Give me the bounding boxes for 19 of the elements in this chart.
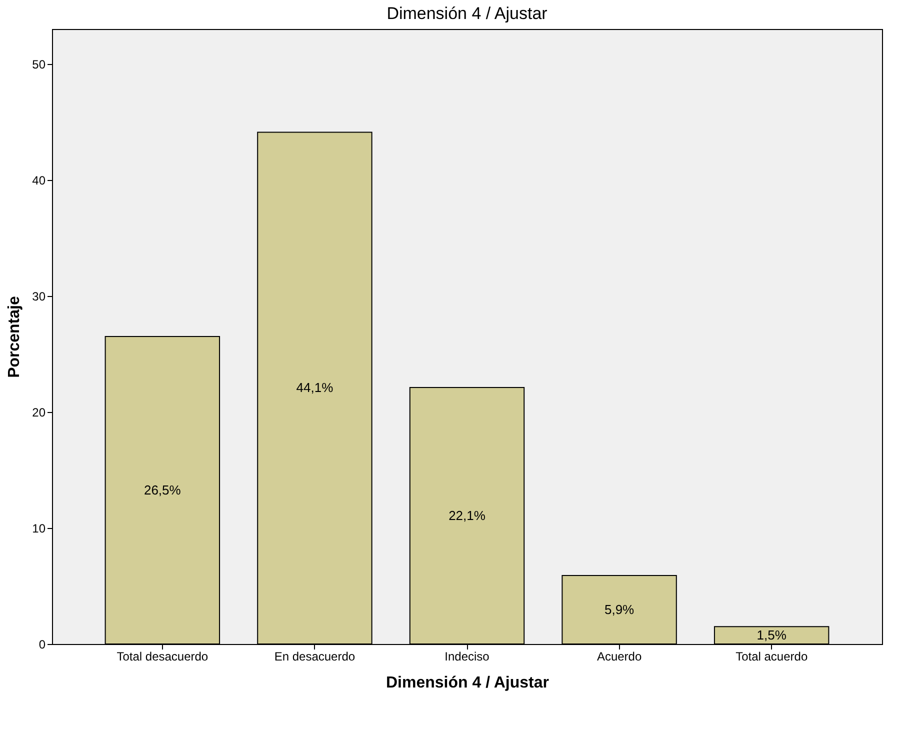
y-tick-label: 10: [32, 521, 46, 536]
y-tick-label: 40: [32, 173, 46, 188]
y-tick-label: 50: [32, 57, 46, 72]
y-tick-label: 30: [32, 289, 46, 304]
data-label: 1,5%: [756, 627, 787, 642]
x-tick-label: Acuerdo: [596, 650, 642, 664]
y-axis-title: Porcentaje: [6, 296, 24, 378]
y-tick-label: 20: [32, 405, 46, 420]
x-tick-label: Total desacuerdo: [116, 650, 208, 664]
x-tick-label: Total acuerdo: [736, 650, 808, 664]
chart-title: Dimensión 4 / Ajustar: [386, 4, 548, 23]
x-tick-label: Indeciso: [444, 650, 490, 664]
x-tick-label: En desacuerdo: [274, 650, 356, 664]
data-label: 44,1%: [296, 380, 334, 396]
data-label: 5,9%: [604, 602, 635, 617]
data-label: 26,5%: [144, 482, 182, 498]
x-axis-title: Dimensión 4 / Ajustar: [386, 674, 549, 692]
y-tick-label: 0: [38, 638, 46, 652]
data-label: 22,1%: [448, 508, 486, 523]
